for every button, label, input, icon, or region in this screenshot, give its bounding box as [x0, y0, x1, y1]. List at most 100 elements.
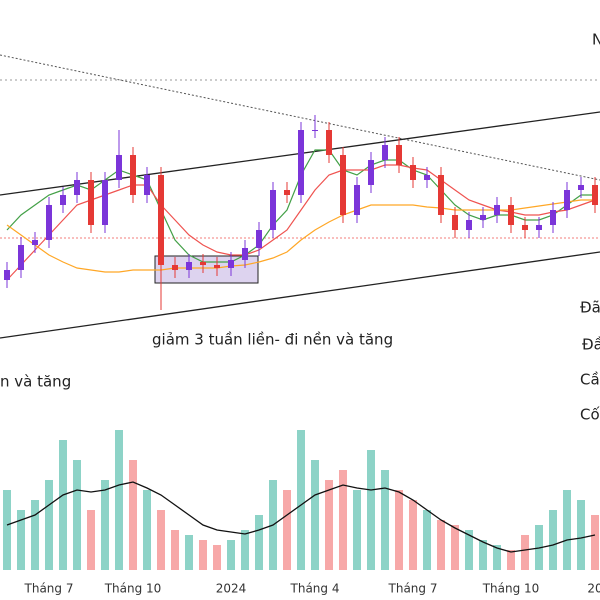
x-tick-label: Tháng 10 [482, 582, 540, 596]
volume-bar [325, 480, 333, 570]
candle-body [32, 240, 38, 245]
candle-body [88, 180, 94, 225]
volume-bar [129, 460, 137, 570]
volume-bar [437, 520, 445, 570]
annotation: Đầ [582, 336, 600, 354]
candle-body [424, 175, 430, 180]
volume-bar [311, 460, 319, 570]
volume-bar [45, 480, 53, 570]
candle-body [186, 262, 192, 270]
channel-lower [0, 251, 600, 339]
candle-body [228, 260, 234, 268]
range-box [154, 255, 259, 284]
annotation: giảm 3 tuần liền- đi nền và tăng [152, 331, 393, 349]
candle-body [466, 220, 472, 230]
volume-bar [227, 540, 235, 570]
candle-body [550, 210, 556, 225]
volume-bar [591, 515, 599, 570]
volume-bar [423, 510, 431, 570]
volume-bar [115, 430, 123, 570]
volume-bar [479, 540, 487, 570]
candle-body [368, 160, 374, 185]
volume-bar [3, 490, 11, 570]
volume-bar [367, 450, 375, 570]
candle-body [4, 270, 10, 280]
annotation: Cố [580, 406, 600, 424]
x-tick-label: 20 [587, 582, 600, 596]
volume-bar [563, 490, 571, 570]
candle-body [74, 180, 80, 195]
annotation: n và tăng [0, 373, 71, 391]
volume-bar [199, 540, 207, 570]
candle-body [144, 175, 150, 195]
volume-ma-line [6, 481, 596, 553]
x-tick-label: Tháng 7 [388, 582, 438, 596]
candle-body [326, 130, 332, 155]
volume-bar [339, 470, 347, 570]
candle-body [410, 165, 416, 180]
candle-body [564, 190, 570, 210]
candle-body [46, 205, 52, 240]
volume-bar [143, 490, 151, 570]
volume-bar [451, 525, 459, 570]
volume-bar [283, 490, 291, 570]
volume-bar [73, 460, 81, 570]
candle-body [494, 205, 500, 215]
candle-body [116, 155, 122, 180]
volume-bar [171, 530, 179, 570]
x-tick-label: Tháng 4 [290, 582, 340, 596]
candle-body [298, 130, 304, 195]
volume-bar [577, 500, 585, 570]
volume-bar [31, 500, 39, 570]
volume-bar [157, 510, 165, 570]
candle-body [270, 190, 276, 230]
volume-bar [213, 545, 221, 570]
candle-body [256, 230, 262, 248]
annotation: N [592, 31, 600, 49]
candle-body [396, 145, 402, 165]
volume-bar [59, 440, 67, 570]
candle-body [452, 215, 458, 230]
volume-bar [87, 510, 95, 570]
volume-bar [395, 490, 403, 570]
volume-bar [297, 430, 305, 570]
volume-bar [185, 535, 193, 570]
candle-body [480, 215, 486, 220]
volume-bar [255, 515, 263, 570]
volume-bar [241, 530, 249, 570]
candle-body [172, 265, 178, 270]
volume-bar [493, 545, 501, 570]
candle-body [536, 225, 542, 230]
candle-body [340, 155, 346, 215]
x-tick-label: Tháng 7 [24, 582, 74, 596]
volume-bar [507, 550, 515, 570]
candle-body [382, 145, 388, 160]
volume-bar [17, 510, 25, 570]
candle-body [522, 225, 528, 230]
candle-body [284, 190, 290, 195]
annotation: Cầ [580, 371, 600, 389]
annotation: Đã [580, 299, 600, 317]
candle-body [130, 155, 136, 195]
candle-body [242, 248, 248, 260]
candle-body [158, 175, 164, 265]
volume-bar [101, 480, 109, 570]
candle-body [18, 245, 24, 270]
candle-body [200, 262, 206, 265]
candle-body [60, 195, 66, 205]
volume-bar [409, 500, 417, 570]
candle-body [354, 185, 360, 215]
x-tick-label: Tháng 10 [104, 582, 162, 596]
volume-bar [521, 535, 529, 570]
candle-body [508, 205, 514, 225]
candle-body [592, 185, 598, 205]
volume-bar [549, 510, 557, 570]
candle-body [312, 130, 318, 131]
candle-body [578, 185, 584, 190]
candle-body [214, 265, 220, 268]
x-tick-label: 2024 [216, 582, 247, 596]
candle-body [438, 175, 444, 215]
candle-body [102, 180, 108, 225]
volume-bar [381, 470, 389, 570]
